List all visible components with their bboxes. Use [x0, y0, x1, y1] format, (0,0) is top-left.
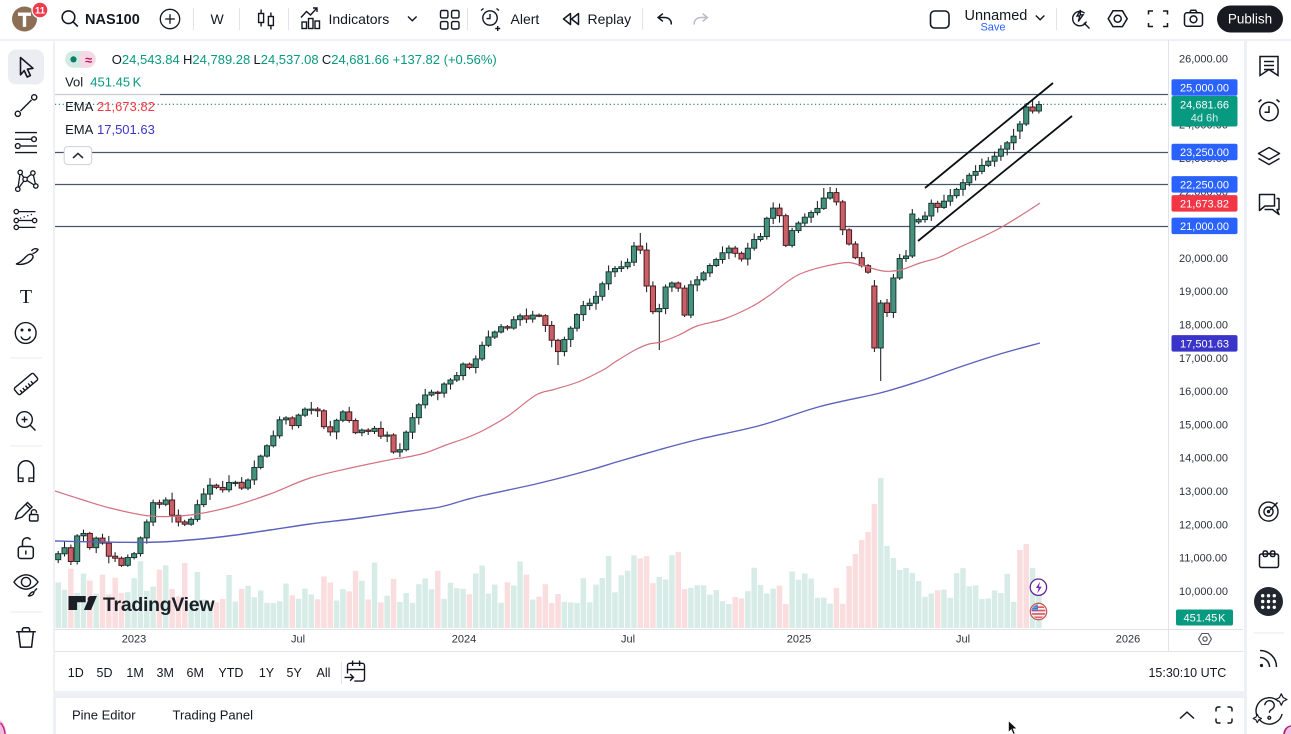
svg-text:EMA: EMA: [65, 99, 94, 114]
svg-text:15:30:10 UTC: 15:30:10 UTC: [1148, 666, 1226, 680]
svg-text:4d 6h: 4d 6h: [1191, 113, 1219, 125]
svg-text:451.45 K: 451.45 K: [1184, 613, 1227, 625]
svg-text:O24,543.84 H24,789.28 L24,537.: O24,543.84 H24,789.28 L24,537.08 C24,681…: [112, 52, 497, 67]
svg-text:21,000.00: 21,000.00: [1180, 221, 1229, 233]
svg-text:17,501.63: 17,501.63: [1180, 338, 1229, 350]
svg-text:1M: 1M: [126, 666, 143, 680]
svg-text:25,000.00: 25,000.00: [1180, 82, 1229, 94]
svg-text:17,000.00: 17,000.00: [1179, 353, 1228, 365]
svg-text:Vol: Vol: [65, 75, 83, 90]
svg-text:2024: 2024: [452, 634, 476, 646]
svg-text:17,501.63: 17,501.63: [97, 122, 155, 137]
svg-text:Publish: Publish: [1228, 12, 1272, 27]
svg-text:Unnamed: Unnamed: [965, 8, 1028, 24]
svg-text:451.45 K: 451.45 K: [90, 75, 141, 90]
svg-text:12,000.00: 12,000.00: [1179, 519, 1228, 531]
svg-text:13,000.00: 13,000.00: [1179, 486, 1228, 498]
svg-text:11,000.00: 11,000.00: [1179, 553, 1227, 565]
svg-text:W: W: [211, 11, 225, 27]
svg-text:Trading Panel: Trading Panel: [173, 707, 254, 722]
svg-text:5Y: 5Y: [287, 666, 303, 680]
svg-text:24,681.66: 24,681.66: [1180, 100, 1229, 112]
svg-text:22,250.00: 22,250.00: [1180, 179, 1229, 191]
svg-text:TradingView: TradingView: [103, 594, 215, 616]
svg-text:3M: 3M: [157, 666, 174, 680]
svg-text:21,673.82: 21,673.82: [97, 99, 155, 114]
svg-text:1D: 1D: [68, 666, 84, 680]
svg-text:2026: 2026: [1116, 634, 1140, 646]
svg-text:Indicators: Indicators: [329, 11, 390, 27]
svg-text:18,000.00: 18,000.00: [1179, 320, 1228, 332]
svg-text:T: T: [20, 286, 32, 308]
svg-text:10,000.00: 10,000.00: [1179, 586, 1228, 598]
svg-text:14,000.00: 14,000.00: [1179, 453, 1228, 465]
svg-text:YTD: YTD: [218, 666, 243, 680]
svg-text:20,000.00: 20,000.00: [1179, 253, 1228, 265]
svg-text:≈: ≈: [85, 53, 92, 68]
svg-text:Jul: Jul: [291, 634, 305, 646]
svg-text:Jul: Jul: [956, 634, 970, 646]
svg-text:16,000.00: 16,000.00: [1179, 386, 1228, 398]
svg-text:15,000.00: 15,000.00: [1179, 419, 1228, 431]
svg-text:Pine Editor: Pine Editor: [72, 707, 136, 722]
svg-text:21,673.82: 21,673.82: [1180, 198, 1229, 210]
svg-text:23,250.00: 23,250.00: [1180, 147, 1229, 159]
svg-text:NAS100: NAS100: [85, 12, 140, 28]
svg-text:1Y: 1Y: [259, 666, 275, 680]
svg-text:Replay: Replay: [588, 11, 632, 27]
svg-text:Jul: Jul: [621, 634, 635, 646]
svg-text:26,000.00: 26,000.00: [1179, 53, 1228, 65]
svg-text:6M: 6M: [187, 666, 204, 680]
svg-text:19,000.00: 19,000.00: [1179, 286, 1228, 298]
svg-text:5D: 5D: [97, 666, 113, 680]
svg-text:Alert: Alert: [511, 11, 540, 27]
svg-text:All: All: [317, 666, 331, 680]
svg-text:Save: Save: [980, 22, 1005, 34]
svg-text:2025: 2025: [787, 634, 811, 646]
svg-text:11: 11: [35, 5, 46, 16]
svg-text:2023: 2023: [122, 634, 146, 646]
svg-text:EMA: EMA: [65, 122, 94, 137]
